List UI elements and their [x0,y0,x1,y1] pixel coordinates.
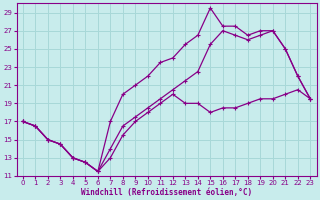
X-axis label: Windchill (Refroidissement éolien,°C): Windchill (Refroidissement éolien,°C) [81,188,252,197]
